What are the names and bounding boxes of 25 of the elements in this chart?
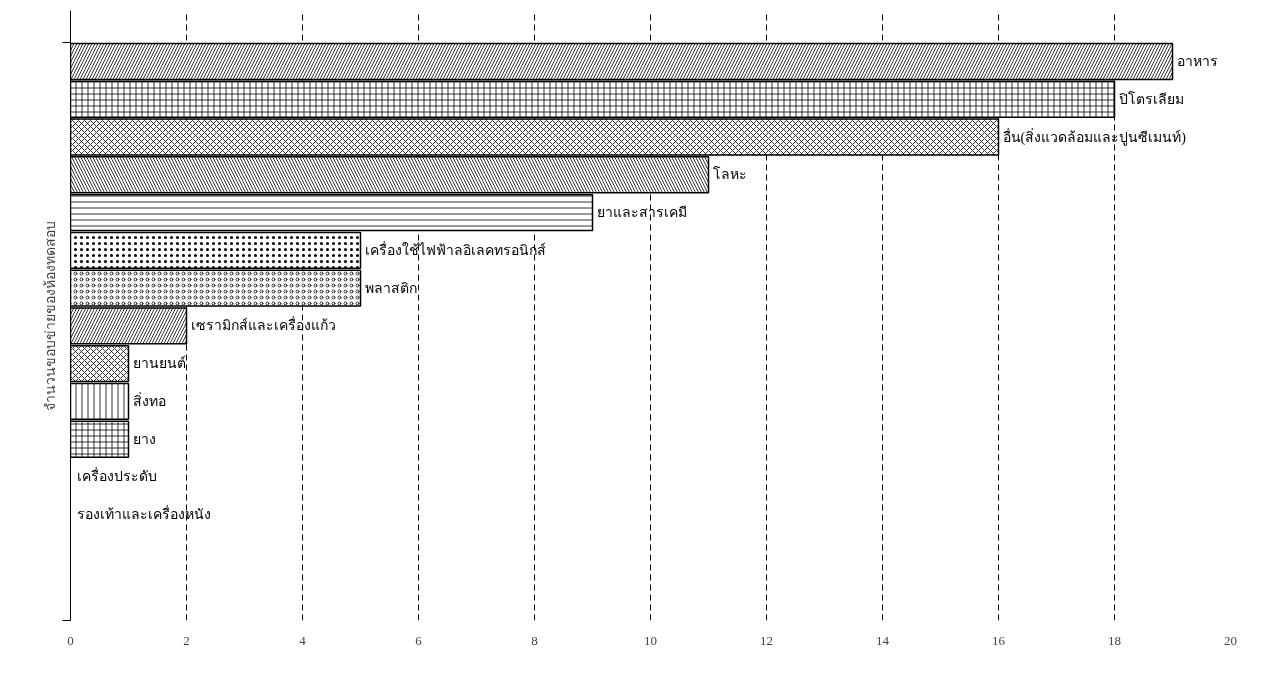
x-tick-label: 2 xyxy=(183,632,190,648)
x-tick-label: 16 xyxy=(992,632,1006,648)
x-tick-label: 4 xyxy=(299,632,307,648)
y-tick-label: พลาสติก xyxy=(364,280,417,296)
y-tick-label: ยานยนต์ xyxy=(132,355,186,372)
y-tick-label: เครื่องประดับ xyxy=(77,467,158,485)
x-tick-label: 20 xyxy=(1224,632,1237,648)
x-tick-label: 18 xyxy=(1108,632,1121,648)
y-tick-label: ปิโตรเลียม xyxy=(1118,90,1184,107)
x-tick-label: 8 xyxy=(531,632,538,648)
x-tick-label: 12 xyxy=(760,632,773,648)
y-axis-title: จำนวนขอบข่ายของห้องทดสอบ xyxy=(42,220,58,411)
y-tick-label: อาหาร xyxy=(1176,53,1218,69)
y-tick-label: ยาง xyxy=(132,431,156,447)
y-tick-label: สิ่งทอ xyxy=(132,391,166,409)
x-tick-label: 14 xyxy=(876,632,890,648)
x-tick-label: 10 xyxy=(644,632,657,648)
y-tick-label: อื่น(สิ่งแวดล้อมและปูนซีเมนท์) xyxy=(1002,127,1187,146)
x-tick-label: 6 xyxy=(415,632,423,648)
x-tick-label: 0 xyxy=(67,632,74,648)
y-tick-label: ยาและสารเคมี xyxy=(596,205,687,221)
y-tick-label: เซรามิกส์และเครื่องแก้ว xyxy=(190,316,336,334)
y-tick-label: เครื่องใช้ไฟฟ้าลอิเลคทรอนิกส์ xyxy=(364,240,546,258)
y-tick-label: รองเท้าและเครื่องหนัง xyxy=(77,505,212,523)
y-tick-label: โลหะ xyxy=(712,166,747,183)
